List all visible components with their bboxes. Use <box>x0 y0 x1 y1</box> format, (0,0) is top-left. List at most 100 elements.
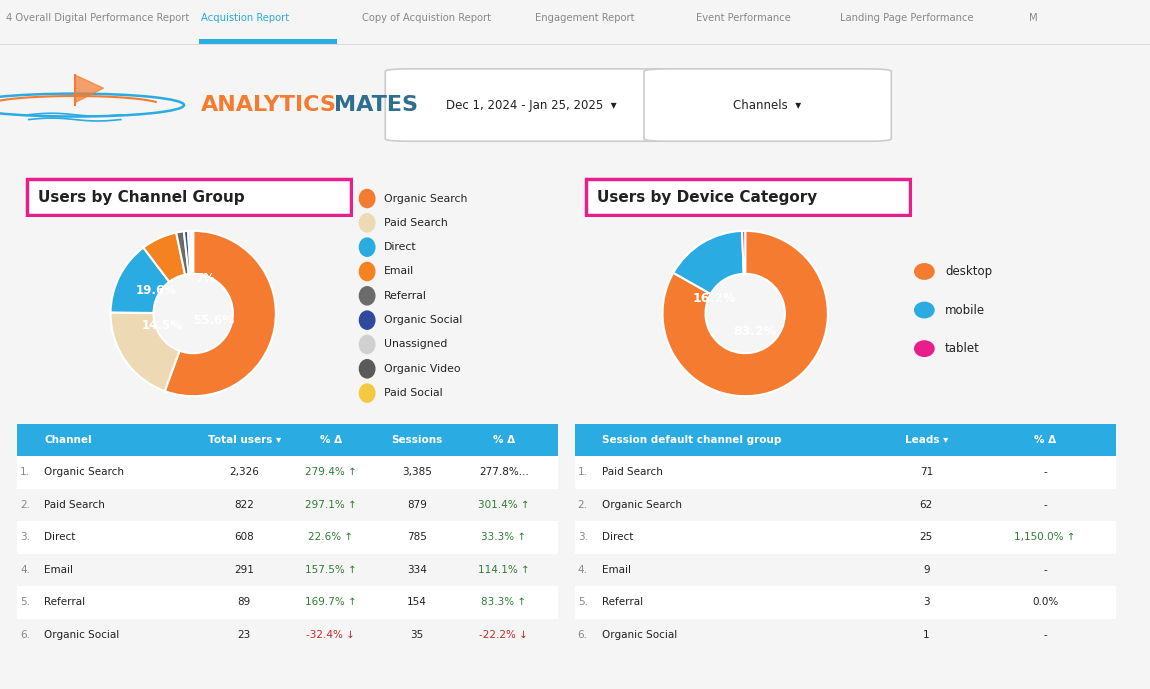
Bar <box>17 424 558 456</box>
Text: Referral: Referral <box>603 597 643 608</box>
Wedge shape <box>191 231 193 274</box>
Text: 879: 879 <box>407 500 427 510</box>
Bar <box>17 456 558 489</box>
Text: Organic Search: Organic Search <box>603 500 682 510</box>
Text: % Δ: % Δ <box>492 435 515 445</box>
Bar <box>575 456 1116 489</box>
Text: 608: 608 <box>235 533 254 542</box>
Circle shape <box>360 263 375 280</box>
Text: 6.: 6. <box>577 630 588 640</box>
Bar <box>17 619 558 651</box>
Wedge shape <box>184 231 191 274</box>
Text: Event Performance: Event Performance <box>696 13 791 23</box>
Circle shape <box>360 311 375 329</box>
Text: Organic Social: Organic Social <box>603 630 677 640</box>
Bar <box>575 424 1116 456</box>
Circle shape <box>360 214 375 232</box>
Circle shape <box>914 341 934 356</box>
Text: 3.: 3. <box>20 533 30 542</box>
Text: 334: 334 <box>407 565 427 575</box>
Circle shape <box>360 287 375 305</box>
Text: 14.5%: 14.5% <box>141 320 183 332</box>
Circle shape <box>360 360 375 378</box>
Wedge shape <box>110 247 169 313</box>
Text: 22.6% ↑: 22.6% ↑ <box>308 533 353 542</box>
Text: Direct: Direct <box>44 533 76 542</box>
Text: 154: 154 <box>407 597 427 608</box>
Circle shape <box>360 238 375 256</box>
Text: 83.2%: 83.2% <box>734 325 776 338</box>
Wedge shape <box>673 231 744 294</box>
Text: 4.: 4. <box>20 565 30 575</box>
Wedge shape <box>742 231 745 274</box>
Text: M: M <box>1029 13 1038 23</box>
Circle shape <box>360 336 375 353</box>
Text: 0.0%: 0.0% <box>1032 597 1058 608</box>
Text: Direct: Direct <box>603 533 634 542</box>
Text: 1,150.0% ↑: 1,150.0% ↑ <box>1014 533 1076 542</box>
Text: 19.6%: 19.6% <box>136 284 176 297</box>
Text: Leads ▾: Leads ▾ <box>905 435 948 445</box>
Text: -32.4% ↓: -32.4% ↓ <box>306 630 355 640</box>
Text: Organic Video: Organic Video <box>384 364 460 374</box>
Text: 55.6%: 55.6% <box>193 313 235 327</box>
Text: Paid Search: Paid Search <box>603 467 662 477</box>
Text: 62: 62 <box>920 500 933 510</box>
Wedge shape <box>110 312 179 391</box>
Text: 297.1% ↑: 297.1% ↑ <box>305 500 356 510</box>
Bar <box>17 521 558 554</box>
Wedge shape <box>176 232 189 275</box>
Text: -: - <box>1043 630 1048 640</box>
Text: Organic Social: Organic Social <box>384 315 462 325</box>
Text: 4.: 4. <box>577 565 588 575</box>
FancyBboxPatch shape <box>385 69 678 141</box>
Text: 1.: 1. <box>577 467 588 477</box>
Bar <box>17 489 558 521</box>
FancyBboxPatch shape <box>644 69 891 141</box>
Text: 6.: 6. <box>20 630 30 640</box>
Text: -22.2% ↓: -22.2% ↓ <box>480 630 528 640</box>
Text: 71: 71 <box>920 467 933 477</box>
Bar <box>575 586 1116 619</box>
Text: 83.3% ↑: 83.3% ↑ <box>481 597 527 608</box>
Text: Total users ▾: Total users ▾ <box>208 435 281 445</box>
Circle shape <box>914 264 934 279</box>
Text: 5.: 5. <box>20 597 30 608</box>
Text: Referral: Referral <box>44 597 85 608</box>
Text: Unassigned: Unassigned <box>384 340 447 349</box>
Text: 301.4% ↑: 301.4% ↑ <box>478 500 529 510</box>
Circle shape <box>914 302 934 318</box>
Text: 157.5% ↑: 157.5% ↑ <box>305 565 356 575</box>
Text: 2.: 2. <box>20 500 30 510</box>
Polygon shape <box>75 75 104 103</box>
Wedge shape <box>144 233 185 282</box>
Text: Copy of Acquistion Report: Copy of Acquistion Report <box>362 13 491 23</box>
Text: 89: 89 <box>238 597 251 608</box>
Text: 114.1% ↑: 114.1% ↑ <box>478 565 530 575</box>
Text: Organic Search: Organic Search <box>44 467 124 477</box>
Bar <box>575 521 1116 554</box>
Text: Landing Page Performance: Landing Page Performance <box>840 13 973 23</box>
Text: 5.: 5. <box>577 597 588 608</box>
Text: 4 Overall Digital Performance Report: 4 Overall Digital Performance Report <box>6 13 189 23</box>
Text: 169.7% ↑: 169.7% ↑ <box>305 597 356 608</box>
Circle shape <box>360 189 375 207</box>
Text: 23: 23 <box>238 630 251 640</box>
Text: 2.: 2. <box>577 500 588 510</box>
Wedge shape <box>662 231 828 396</box>
Text: desktop: desktop <box>945 265 992 278</box>
Text: -: - <box>1043 565 1048 575</box>
Text: 2,326: 2,326 <box>229 467 259 477</box>
Text: Channel: Channel <box>44 435 92 445</box>
Text: 277.8%...: 277.8%... <box>478 467 529 477</box>
Text: Acquistion Report: Acquistion Report <box>201 13 290 23</box>
Text: Referral: Referral <box>384 291 427 301</box>
Text: Email: Email <box>384 267 414 276</box>
Text: Engagement Report: Engagement Report <box>535 13 635 23</box>
Text: Email: Email <box>603 565 631 575</box>
Text: Users by Device Category: Users by Device Category <box>597 189 818 205</box>
Text: 3: 3 <box>923 597 929 608</box>
Text: 35: 35 <box>411 630 424 640</box>
Bar <box>575 489 1116 521</box>
Text: ANALYTICS: ANALYTICS <box>201 95 337 115</box>
